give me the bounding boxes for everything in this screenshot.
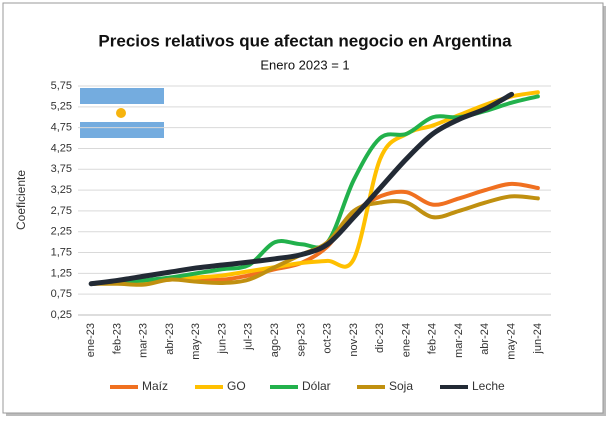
y-tick-label: 1,25 xyxy=(51,267,72,279)
x-tick-label: ene-23 xyxy=(85,323,97,357)
x-tick-label: oct-23 xyxy=(322,323,334,354)
legend-label: GO xyxy=(227,379,246,393)
frame xyxy=(2,2,604,414)
y-tick-label: 2,75 xyxy=(51,205,72,217)
x-tick-label: sep-23 xyxy=(295,323,307,357)
y-axis-label: Coeficiente xyxy=(14,170,28,230)
y-tick-label: 3,75 xyxy=(51,163,72,175)
x-tick-label: feb-24 xyxy=(427,323,439,354)
y-tick-label: 1,75 xyxy=(51,246,72,258)
y-tick-label: 0,75 xyxy=(51,288,72,300)
series-line xyxy=(88,91,515,287)
x-tick-label: dic-23 xyxy=(374,323,386,353)
chart-title: Precios relativos que afectan negocio en… xyxy=(98,31,512,50)
y-tick-label: 4,25 xyxy=(51,142,72,154)
x-tick-label: jun-23 xyxy=(216,323,228,355)
x-tick-label: mar-24 xyxy=(453,323,465,358)
x-tick-label: jul-23 xyxy=(243,323,255,351)
x-tick-label: nov-23 xyxy=(348,323,360,357)
x-tick-label: ago-23 xyxy=(269,323,281,357)
x-tick-label: ene-24 xyxy=(400,323,412,357)
x-tick-label: may-24 xyxy=(505,323,517,360)
y-tick-label: 0,25 xyxy=(51,309,72,321)
x-tick-label: feb-23 xyxy=(111,323,123,354)
x-tick-label: abr-23 xyxy=(164,323,176,355)
legend-label: Leche xyxy=(472,379,505,393)
legend-label: Soja xyxy=(389,379,413,393)
x-tick-label: jun-24 xyxy=(532,323,544,355)
flag xyxy=(80,88,164,138)
x-tick-label: may-23 xyxy=(190,323,202,360)
y-tick-label: 3,25 xyxy=(51,184,72,196)
y-tick-label: 4,75 xyxy=(51,122,72,134)
x-tick-label: mar-23 xyxy=(138,323,150,358)
legend-label: Dólar xyxy=(302,379,331,393)
x-tick-label: abr-24 xyxy=(479,323,491,355)
y-tick-label: 5,25 xyxy=(51,101,72,113)
y-tick-label: 2,25 xyxy=(51,226,72,238)
legend-label: Maíz xyxy=(142,379,168,393)
chart-subtitle: Enero 2023 = 1 xyxy=(260,57,349,72)
y-tick-label: 5,75 xyxy=(51,80,72,92)
